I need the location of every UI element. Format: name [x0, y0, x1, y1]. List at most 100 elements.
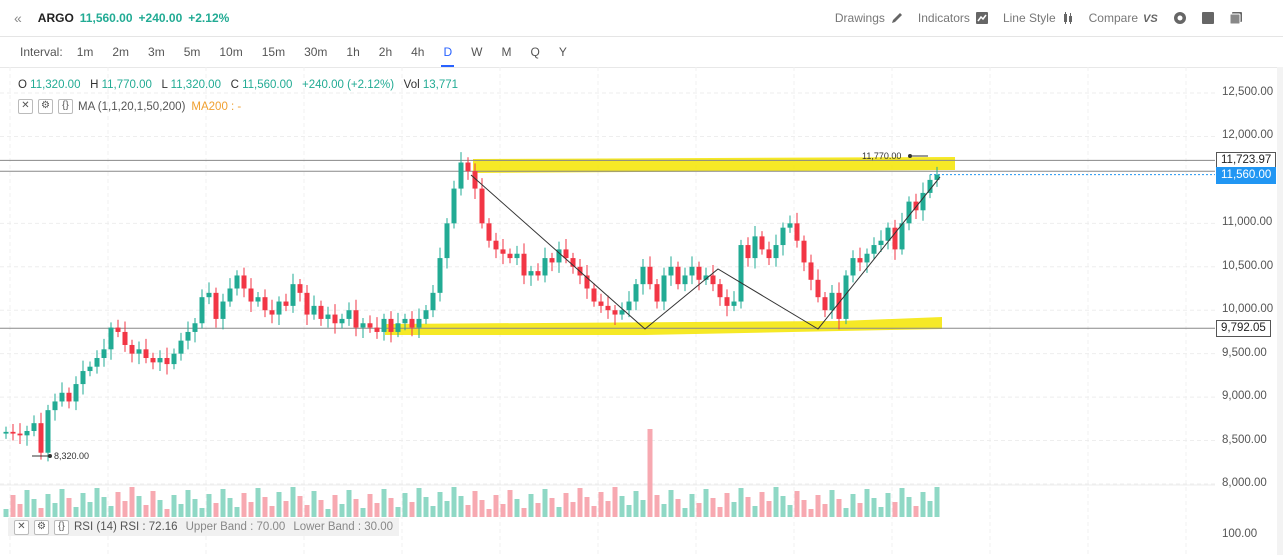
volume-bar — [101, 497, 107, 517]
volume-bar — [913, 506, 919, 517]
rsi-legend: ✕ ⚙ {} RSI (14) RSI : 72.16 Upper Band :… — [8, 518, 400, 536]
volume-bar — [892, 502, 898, 517]
interval-1m[interactable]: 1m — [76, 45, 94, 59]
volume-bar — [451, 487, 457, 517]
candle-body — [150, 358, 156, 363]
support-highlight — [385, 317, 942, 335]
price-change: +240.00 — [138, 11, 183, 25]
price-axis-tick: 12,500.00 — [1222, 86, 1274, 98]
settings-icon[interactable] — [1173, 11, 1187, 25]
candle-body — [668, 266, 674, 276]
candle-body — [80, 371, 86, 385]
windows-icon[interactable] — [1229, 11, 1243, 25]
candle-body — [248, 288, 254, 302]
interval-4h[interactable]: 4h — [411, 45, 425, 59]
price-chart[interactable]: 11,770.00 8,320.00 — [0, 67, 1215, 555]
volume-bar — [164, 509, 170, 517]
volume-bar — [542, 489, 548, 517]
candle-body — [822, 297, 828, 311]
candle-body — [703, 275, 709, 280]
interval-3m[interactable]: 3m — [148, 45, 165, 59]
remove-rsi-icon[interactable]: ✕ — [14, 519, 29, 535]
indicator-settings-icon[interactable]: ⚙ — [38, 99, 53, 114]
volume-bar — [654, 495, 660, 517]
volume-bar — [3, 509, 9, 517]
volume-bar — [661, 504, 667, 517]
vertical-scrollbar[interactable] — [1277, 67, 1283, 555]
line-style-button[interactable]: Line Style — [1003, 11, 1075, 25]
candle-body — [276, 301, 282, 315]
high-value: 11,770.00 — [101, 79, 152, 91]
candle-body — [143, 349, 149, 359]
candle-body — [38, 423, 44, 453]
top-toolbar: « ARGO 11,560.00 +240.00 +2.12% Drawings… — [0, 0, 1283, 37]
volume-bar — [311, 491, 317, 517]
candle-body — [878, 240, 884, 246]
candle-body — [899, 223, 905, 250]
remove-indicator-icon[interactable]: ✕ — [18, 99, 33, 114]
candle-body — [808, 262, 814, 280]
volume-bar — [493, 495, 499, 517]
candle-body — [45, 410, 51, 453]
volume-bar — [710, 498, 716, 517]
snapshot-icon[interactable] — [1201, 11, 1215, 25]
interval-1h[interactable]: 1h — [346, 45, 360, 59]
volume-bar — [591, 506, 597, 517]
candle-body — [570, 258, 576, 267]
volume-bar — [374, 503, 380, 517]
interval-2h[interactable]: 2h — [378, 45, 393, 59]
candle-body — [535, 271, 541, 276]
candle-body — [388, 318, 394, 332]
interval-30m[interactable]: 30m — [304, 45, 328, 59]
volume-bar — [185, 490, 191, 517]
resistance-highlight — [473, 157, 955, 173]
compare-button[interactable]: Compare VS — [1089, 11, 1159, 25]
interval-5m[interactable]: 5m — [183, 45, 201, 59]
volume-bar — [458, 496, 464, 517]
volume-bar — [717, 507, 723, 517]
volume-bar — [521, 508, 527, 517]
price-axis-tick: 10,000.00 — [1222, 303, 1274, 316]
candle-body — [227, 288, 233, 302]
candle-body — [178, 340, 184, 354]
indicators-button[interactable]: Indicators — [918, 11, 989, 25]
interval-y[interactable]: Y — [558, 45, 567, 59]
candle-body — [206, 292, 212, 298]
volume-bar — [668, 490, 674, 517]
interval-w[interactable]: W — [471, 45, 483, 59]
drawings-button[interactable]: Drawings — [835, 11, 904, 25]
volume-bar — [192, 499, 198, 517]
volume-bar — [885, 493, 891, 517]
volume-bar — [94, 488, 100, 517]
interval-d[interactable]: D — [441, 37, 454, 67]
candle-body — [234, 275, 240, 289]
interval-15m[interactable]: 15m — [261, 45, 286, 59]
candle-body — [59, 392, 65, 402]
candle-body — [605, 305, 611, 311]
pattern-trendline — [470, 174, 941, 330]
candle-body — [192, 323, 198, 332]
collapse-sidebar-icon[interactable]: « — [14, 10, 22, 26]
candle-body — [304, 292, 310, 315]
candle-body — [717, 284, 723, 298]
candle-body — [549, 258, 555, 263]
candle-body — [157, 358, 163, 363]
volume-bar — [605, 501, 611, 517]
rsi-source-icon[interactable]: {} — [54, 519, 69, 535]
interval-m[interactable]: M — [501, 45, 512, 59]
interval-q[interactable]: Q — [530, 45, 540, 59]
volume-bar — [66, 498, 72, 517]
rsi-settings-icon[interactable]: ⚙ — [34, 519, 49, 535]
interval-2m[interactable]: 2m — [112, 45, 130, 59]
volume-bar — [528, 494, 534, 517]
rsi-title: RSI (14) — [74, 521, 117, 533]
volume-bar — [731, 502, 737, 517]
open-label: O — [18, 79, 27, 91]
interval-10m[interactable]: 10m — [219, 45, 243, 59]
symbol-name[interactable]: ARGO — [37, 11, 74, 25]
candle-body — [507, 253, 513, 259]
volume-bar — [612, 487, 618, 517]
indicator-source-icon[interactable]: {} — [58, 99, 73, 114]
close-label: C — [230, 79, 239, 91]
candle-body — [360, 323, 366, 328]
